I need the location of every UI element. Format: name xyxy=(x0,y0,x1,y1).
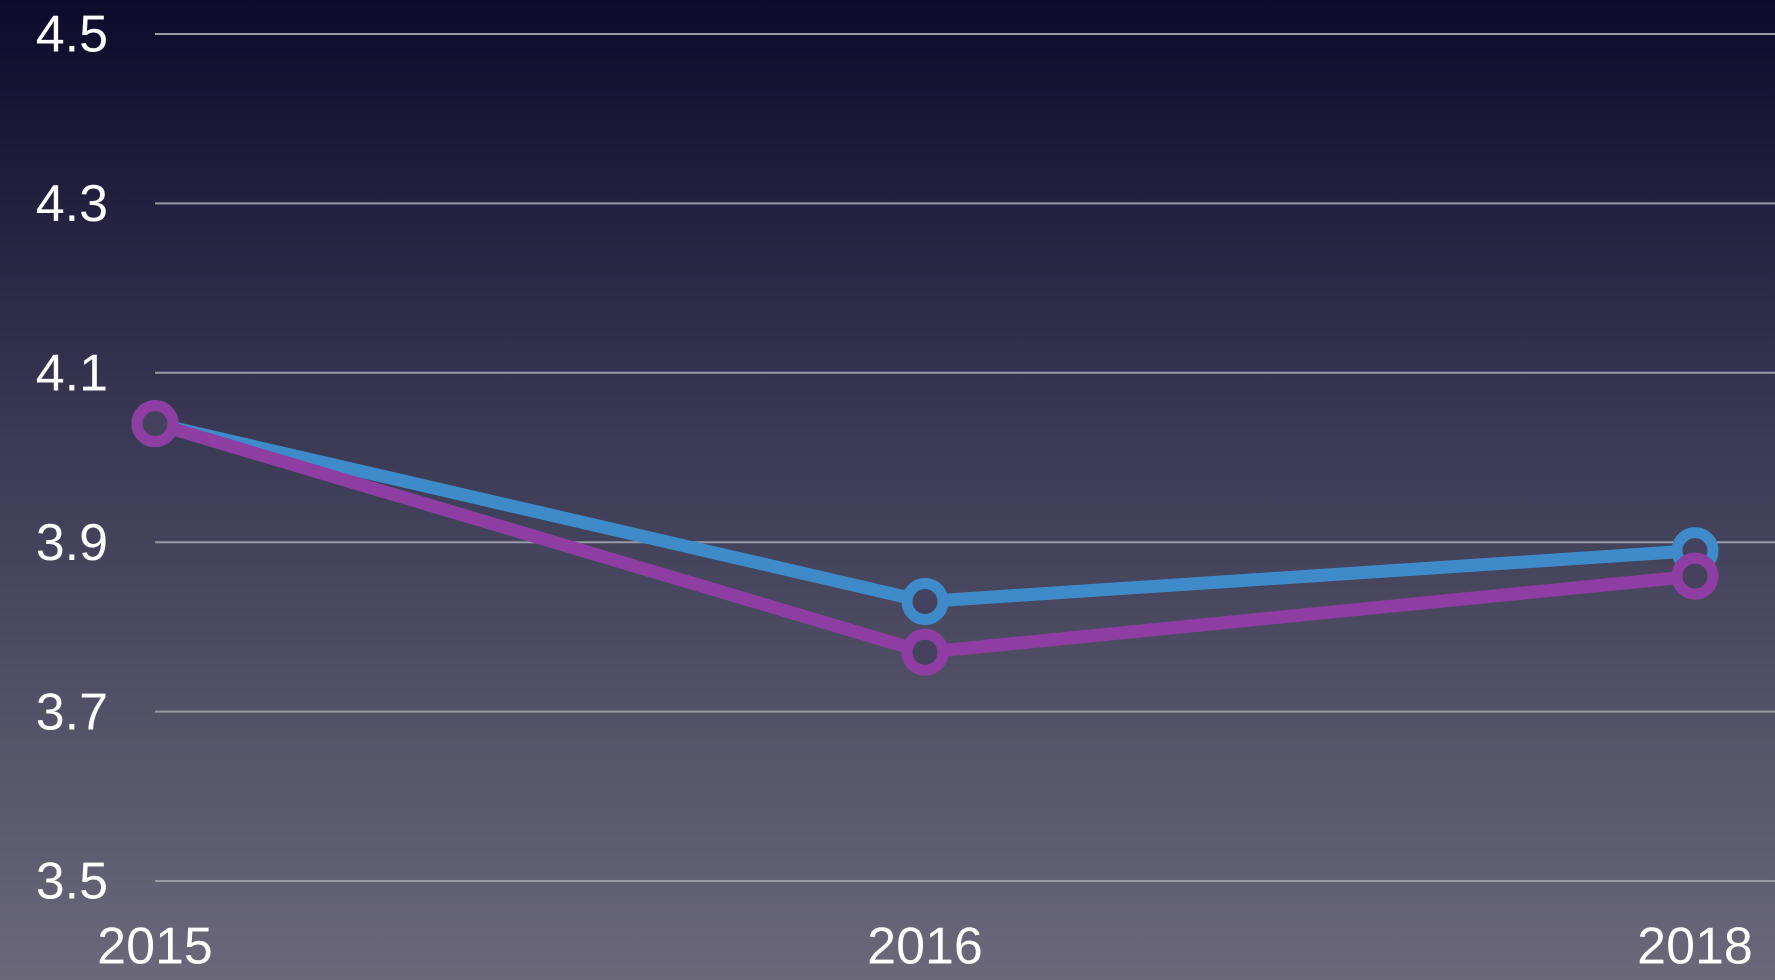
point-marker xyxy=(1671,552,1719,600)
y-tick-label: 3.7 xyxy=(36,683,108,741)
point-marker xyxy=(131,400,179,448)
y-tick-label: 4.5 xyxy=(36,6,108,64)
x-tick-label: 2018 xyxy=(1637,918,1753,976)
x-tick-label: 2015 xyxy=(97,918,213,976)
point-marker xyxy=(901,628,949,676)
y-tick-label: 3.5 xyxy=(36,853,108,911)
y-tick-label: 4.1 xyxy=(36,345,108,403)
point-marker xyxy=(901,577,949,625)
y-tick-label: 4.3 xyxy=(36,175,108,233)
x-tick-label: 2016 xyxy=(867,918,983,976)
y-tick-label: 3.9 xyxy=(36,514,108,572)
